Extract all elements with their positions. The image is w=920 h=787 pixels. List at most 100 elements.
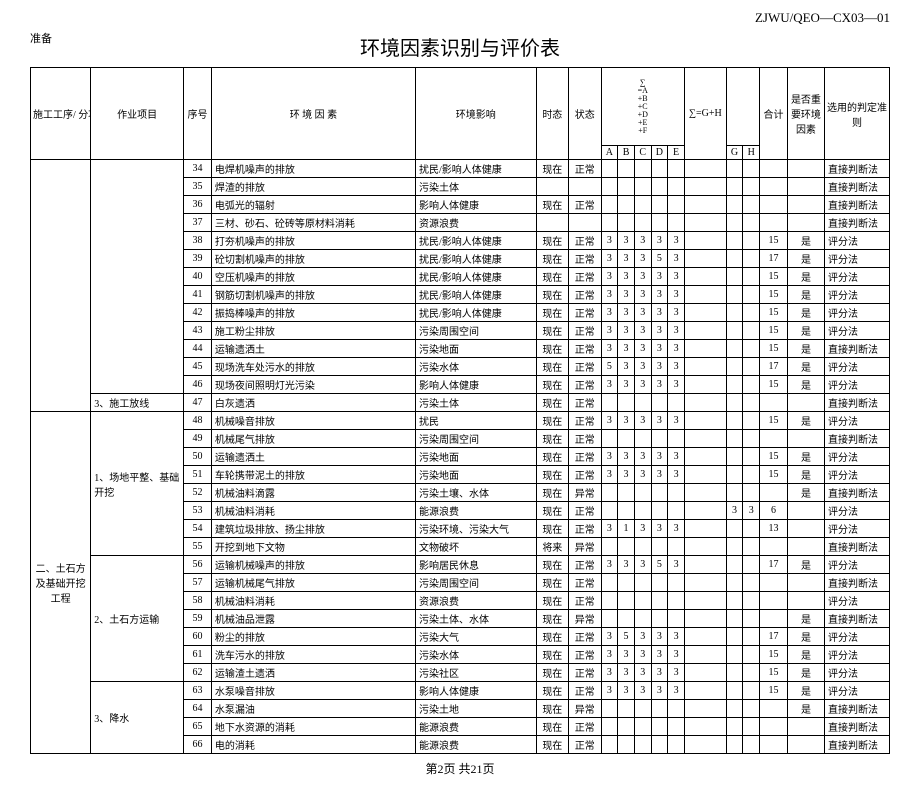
c-cell xyxy=(634,430,651,448)
state-cell xyxy=(569,178,601,196)
c-cell: 3 xyxy=(634,664,651,682)
c-cell xyxy=(634,592,651,610)
impact-cell: 污染土体、水体 xyxy=(415,610,536,628)
c-cell xyxy=(634,700,651,718)
impact-cell: 污染环境、污染大气 xyxy=(415,520,536,538)
a-cell xyxy=(601,538,618,556)
table-row: 34电焊机噪声的排放扰民/影响人体健康现在正常直接判断法 xyxy=(31,160,890,178)
seq-cell: 44 xyxy=(184,340,212,358)
h-cell xyxy=(743,196,760,214)
key-cell xyxy=(787,196,824,214)
seq-cell: 63 xyxy=(184,682,212,700)
impact-cell: 污染水体 xyxy=(415,646,536,664)
sumgh-cell xyxy=(684,448,726,466)
b-cell: 3 xyxy=(618,412,635,430)
h-G: G xyxy=(726,146,743,160)
g-cell xyxy=(726,574,743,592)
g-cell xyxy=(726,358,743,376)
impact-cell: 污染周围空间 xyxy=(415,574,536,592)
impact-cell: 资源浪费 xyxy=(415,214,536,232)
tense-cell: 现在 xyxy=(536,448,568,466)
factor-cell: 运输渣土遗洒 xyxy=(211,664,415,682)
b-cell: 3 xyxy=(618,358,635,376)
total-cell: 15 xyxy=(760,412,788,430)
page-footer: 第2页 共21页 xyxy=(30,760,890,777)
method-cell: 直接判断法 xyxy=(825,394,890,412)
c-cell xyxy=(634,484,651,502)
h-E: E xyxy=(668,146,685,160)
c-cell xyxy=(634,394,651,412)
c-cell: 3 xyxy=(634,556,651,574)
d-cell: 3 xyxy=(651,322,668,340)
key-cell: 是 xyxy=(787,484,824,502)
g-cell xyxy=(726,700,743,718)
tense-cell: 现在 xyxy=(536,340,568,358)
factor-cell: 运输遗洒土 xyxy=(211,340,415,358)
state-cell: 正常 xyxy=(569,592,601,610)
h-seq: 序号 xyxy=(184,68,212,160)
h-cell xyxy=(743,718,760,736)
factor-cell: 运输机械噪声的排放 xyxy=(211,556,415,574)
c-cell xyxy=(634,574,651,592)
d-cell: 3 xyxy=(651,376,668,394)
total-cell: 15 xyxy=(760,340,788,358)
a-cell: 3 xyxy=(601,466,618,484)
h-cell xyxy=(743,556,760,574)
impact-cell: 污染周围空间 xyxy=(415,322,536,340)
impact-cell: 污染大气 xyxy=(415,628,536,646)
seq-cell: 48 xyxy=(184,412,212,430)
e-cell: 3 xyxy=(668,448,685,466)
d-cell: 5 xyxy=(651,556,668,574)
seq-cell: 39 xyxy=(184,250,212,268)
h-C: C xyxy=(634,146,651,160)
d-cell xyxy=(651,736,668,754)
g-cell xyxy=(726,466,743,484)
factor-cell: 运输机械尾气排放 xyxy=(211,574,415,592)
a-cell xyxy=(601,502,618,520)
state-cell: 异常 xyxy=(569,700,601,718)
a-cell: 3 xyxy=(601,268,618,286)
a-cell xyxy=(601,718,618,736)
factor-cell: 振捣棒噪声的排放 xyxy=(211,304,415,322)
h-cell xyxy=(743,466,760,484)
impact-cell: 影响人体健康 xyxy=(415,376,536,394)
impact-cell: 污染社区 xyxy=(415,664,536,682)
state-cell: 正常 xyxy=(569,664,601,682)
c-cell: 3 xyxy=(634,682,651,700)
method-cell: 评分法 xyxy=(825,250,890,268)
d-cell: 3 xyxy=(651,232,668,250)
impact-cell: 污染水体 xyxy=(415,358,536,376)
key-cell: 是 xyxy=(787,610,824,628)
method-cell: 评分法 xyxy=(825,286,890,304)
task-cell: 3、降水 xyxy=(91,682,184,754)
key-cell: 是 xyxy=(787,664,824,682)
g-cell xyxy=(726,214,743,232)
key-cell xyxy=(787,574,824,592)
method-cell: 评分法 xyxy=(825,268,890,286)
key-cell: 是 xyxy=(787,286,824,304)
tense-cell: 现在 xyxy=(536,196,568,214)
sumgh-cell xyxy=(684,664,726,682)
sumgh-cell xyxy=(684,286,726,304)
c-cell: 3 xyxy=(634,358,651,376)
factor-cell: 焊渣的排放 xyxy=(211,178,415,196)
state-cell: 正常 xyxy=(569,322,601,340)
impact-cell: 扰民/影响人体健康 xyxy=(415,160,536,178)
h-cell xyxy=(743,520,760,538)
d-cell xyxy=(651,484,668,502)
c-cell: 3 xyxy=(634,340,651,358)
state-cell: 异常 xyxy=(569,538,601,556)
sumgh-cell xyxy=(684,214,726,232)
state-cell: 正常 xyxy=(569,520,601,538)
seq-cell: 57 xyxy=(184,574,212,592)
h-cell xyxy=(743,646,760,664)
h-cell xyxy=(743,268,760,286)
h-cell xyxy=(743,412,760,430)
h-cell xyxy=(743,178,760,196)
g-cell xyxy=(726,322,743,340)
factor-cell: 开挖到地下文物 xyxy=(211,538,415,556)
impact-cell: 污染地面 xyxy=(415,448,536,466)
table-row: 2、土石方运输56运输机械噪声的排放影响居民休息现在正常3335317是评分法 xyxy=(31,556,890,574)
tense-cell: 现在 xyxy=(536,610,568,628)
a-cell: 3 xyxy=(601,412,618,430)
